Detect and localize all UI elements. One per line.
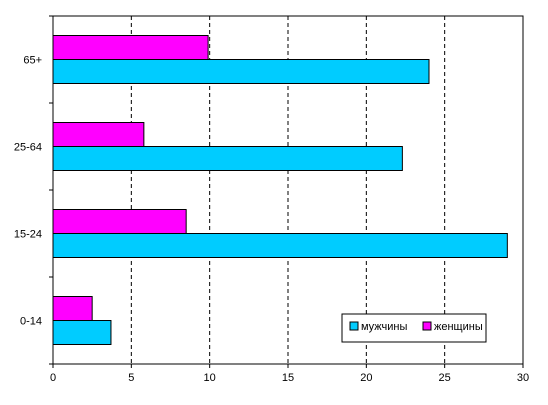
- bar-women-15-24: [52, 209, 187, 234]
- legend-swatch-women: [422, 321, 432, 331]
- y-tick-label: 0-14: [20, 316, 42, 328]
- legend-swatch-men: [349, 321, 359, 331]
- bar-women-65+: [52, 35, 209, 60]
- y-tick-label: 25-64: [14, 142, 42, 154]
- legend: мужчины женщины: [341, 313, 487, 343]
- x-tick-label: 5: [128, 372, 134, 384]
- bar-men-0-14: [52, 320, 112, 345]
- bar-women-25-64: [52, 122, 145, 147]
- x-tick-label: 20: [360, 372, 372, 384]
- y-tick-label: 15-24: [14, 229, 42, 241]
- legend-label-men: мужчины: [361, 321, 407, 333]
- legend-label-women: женщины: [434, 321, 483, 333]
- x-tick-label: 15: [282, 372, 294, 384]
- bar-women-0-14: [52, 296, 93, 321]
- x-tick-label: 30: [517, 372, 529, 384]
- bar-men-15-24: [52, 233, 508, 258]
- bars: [52, 35, 508, 345]
- bar-men-25-64: [52, 146, 403, 171]
- bar-men-65+: [52, 59, 430, 84]
- x-tick-label: 10: [204, 372, 216, 384]
- legend-box: [341, 313, 487, 343]
- x-tick-label: 0: [50, 372, 56, 384]
- y-tick-label: 65+: [23, 55, 42, 67]
- axes: 0 5 10 15 20 25 30 0-14 15-24 25-64 65+: [14, 15, 529, 384]
- x-tick-label: 25: [439, 372, 451, 384]
